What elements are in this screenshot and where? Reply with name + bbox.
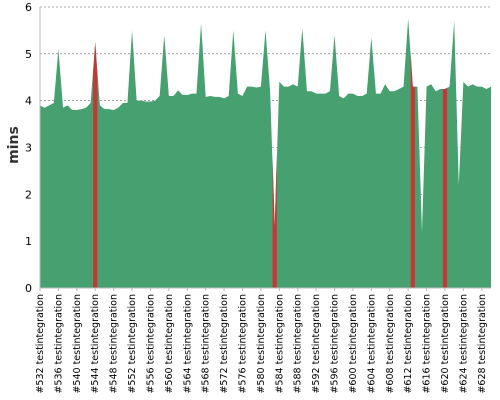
- y-tick-label: 4: [25, 95, 32, 108]
- x-tick-label: #572 testintegration: [219, 294, 230, 394]
- duration-area: [40, 18, 491, 289]
- axis-layer: [39, 7, 491, 289]
- y-tick-labels: 0 1 2 3 4 5 6: [25, 1, 32, 295]
- y-tick-label: 6: [25, 1, 32, 14]
- x-tick-label: #596 testintegration: [330, 294, 341, 394]
- failed-build-marker: [410, 52, 415, 288]
- x-tick-label: #608 testintegration: [385, 294, 396, 394]
- x-tick-label: #584 testintegration: [274, 294, 285, 394]
- y-tick-label: 5: [25, 48, 32, 61]
- y-tick-label: 2: [25, 188, 32, 201]
- x-tick-label: #564 testintegration: [182, 294, 193, 394]
- failed-layer: [93, 42, 448, 288]
- x-tick-label: #616 testintegration: [422, 294, 433, 394]
- x-tick-label: #624 testintegration: [458, 294, 469, 394]
- x-tick-label: #588 testintegration: [293, 294, 304, 394]
- y-tick-label: 0: [25, 282, 32, 295]
- area-layer: [40, 18, 491, 289]
- x-tick-label: #592 testintegration: [311, 294, 322, 394]
- x-tick-label: #532 testintegration: [35, 294, 46, 394]
- x-tick-label: #560 testintegration: [164, 294, 175, 394]
- x-tick-label: #628 testintegration: [477, 294, 488, 394]
- x-tick-label: #604 testintegration: [366, 294, 377, 394]
- x-tick-label: #556 testintegration: [145, 294, 156, 394]
- x-tick-label: #544 testintegration: [90, 294, 101, 394]
- x-tick-label: #568 testintegration: [201, 294, 212, 394]
- y-axis-title: mins: [6, 126, 22, 164]
- x-tick-label: #620 testintegration: [440, 294, 451, 394]
- y-tick-label: 3: [25, 142, 32, 155]
- x-tick-label: #552 testintegration: [127, 294, 138, 394]
- x-tick-labels: #532 testintegration #536 testintegration…: [35, 288, 488, 394]
- x-tick-label: #576 testintegration: [237, 294, 248, 394]
- x-tick-label: #540 testintegration: [72, 294, 83, 394]
- y-tick-label: 1: [25, 235, 32, 248]
- failed-build-marker: [442, 87, 448, 288]
- failed-build-marker: [93, 42, 98, 288]
- failed-build-marker: [272, 154, 277, 288]
- x-tick-label: #580 testintegration: [256, 294, 267, 394]
- x-tick-label: #612 testintegration: [403, 294, 414, 394]
- x-tick-label: #536 testintegration: [53, 294, 64, 394]
- x-tick-label: #600 testintegration: [348, 294, 359, 394]
- x-tick-label: #548 testintegration: [109, 294, 120, 394]
